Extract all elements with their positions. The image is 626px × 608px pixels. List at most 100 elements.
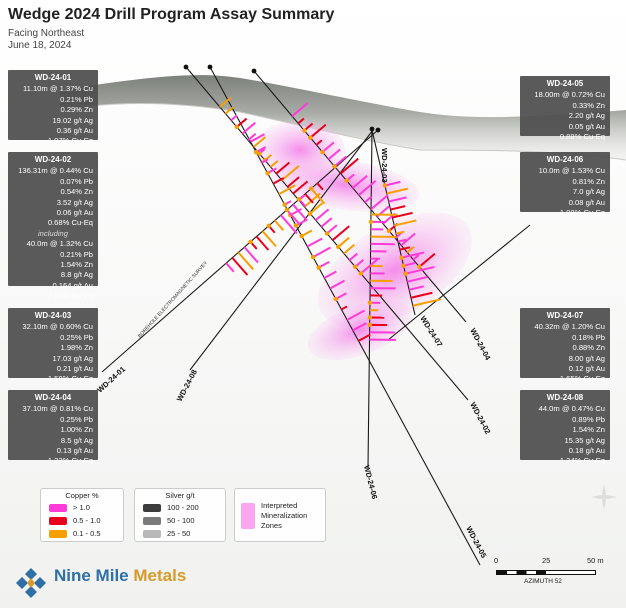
legend-item: > 1.0 [49, 503, 90, 513]
assay-bar [352, 322, 367, 332]
scale-bar-graphic [496, 570, 596, 575]
assay-sample-dot [299, 233, 304, 239]
assay-line: 0.29% Zn [60, 105, 93, 115]
assay-line: 18.00m @ 0.72% Cu [534, 90, 605, 100]
hole-id: WD-24-07 [546, 311, 584, 320]
assay-line: 8.8 g/t Ag [60, 270, 93, 280]
legend-label: 100 - 200 [167, 503, 199, 512]
logo-diamond [34, 577, 46, 589]
assay-bar [418, 252, 436, 268]
scale-tick-label: 50 m [587, 556, 604, 565]
assay-line: 0.08 g/t Au [568, 197, 605, 207]
assay-bar [231, 257, 249, 276]
zone-lower [318, 212, 472, 328]
assay-line: 0.13 g/t Au [56, 446, 93, 456]
assay-line: 0.54% Zn [60, 187, 93, 197]
assay-sample-dot [234, 124, 239, 130]
assay-line: 44.0m @ 0.47% Cu [538, 404, 605, 414]
trace-wd-24-07 [371, 129, 416, 316]
assay-line: 10.0m @ 1.53% Cu [538, 166, 605, 176]
assay-line: 7.0 g/t Ag [572, 187, 605, 197]
assay-line: 0.07% Pb [60, 176, 93, 186]
assay-sample-dot [293, 223, 299, 228]
assay-bar [321, 141, 335, 153]
assay-sample-dot [320, 149, 325, 155]
legend-item: 100 - 200 [143, 503, 199, 513]
assay-sample-dot [403, 271, 408, 276]
assay-line: 1.54% Zn [572, 425, 605, 435]
trace-wd-24-08-tail [387, 224, 531, 341]
trace-wd-24-05 [209, 66, 481, 566]
assay-bar [224, 106, 234, 115]
logo-diamond [25, 568, 37, 580]
assay-bar [331, 225, 350, 241]
legend-swatch [143, 504, 161, 513]
page-title: Wedge 2024 Drill Program Assay Summary [8, 6, 335, 23]
azimuth-label: AZIMUTH 52 [524, 578, 562, 585]
assay-box-wd-24-02: WD-24-02 136.31m @ 0.44% Cu 0.07% Pb 0.5… [8, 152, 98, 300]
assay-bar [352, 174, 368, 189]
assay-bar [360, 258, 379, 275]
assay-line: 0.12 g/t Au [568, 364, 605, 374]
assay-bar [315, 139, 323, 146]
assay-bar [329, 279, 345, 290]
assay-line: 19.02 g/t Ag [52, 115, 93, 125]
assay-bar [348, 252, 358, 261]
hole-id: WD-24-04 [34, 393, 72, 402]
assay-line: 8.5 g/t Ag [60, 435, 93, 445]
assay-box-wd-24-04: WD-24-04 37.10m @ 0.81% Cu 0.25% Pb 1.00… [8, 390, 98, 465]
assay-line: 0.25% Pb [60, 414, 93, 424]
assay-bar [337, 236, 350, 248]
legend-label: 0.1 - 0.5 [73, 529, 101, 538]
assay-bars [219, 96, 442, 342]
trace-wd-24-04 [253, 70, 467, 323]
legend-label: > 1.0 [73, 503, 90, 512]
assay-sample-dot [358, 271, 364, 276]
assay-bar [286, 176, 300, 188]
assay-bar [399, 246, 411, 251]
legend-swatch [143, 517, 161, 526]
assay-sample-dot [316, 265, 321, 270]
report-date: June 18, 2024 [8, 40, 72, 51]
assay-bar [281, 165, 300, 181]
assay-sample-dot [399, 255, 404, 260]
assay-bar [395, 230, 405, 235]
assay-line: 0.18% Pb [572, 332, 605, 342]
assay-line: 0.05 g/t Au [568, 121, 605, 131]
assay-box-wd-24-03: WD-24-03 32.10m @ 0.60% Cu 0.25% Pb 1.98… [8, 308, 98, 383]
collar [207, 64, 213, 70]
assay-bar [400, 232, 416, 247]
assay-bar [292, 203, 308, 222]
assay-bar [401, 251, 425, 259]
assay-bar [346, 309, 366, 321]
brand-name-b: Metals [133, 566, 187, 585]
assay-bar [312, 246, 331, 258]
assay-bar [412, 298, 442, 307]
collar-dots [183, 64, 381, 133]
assay-line: 0.89% Pb [572, 414, 605, 424]
assay-sample-dot [296, 197, 302, 202]
assay-sample-dot [333, 296, 338, 302]
assay-line: 0.21% Pb [60, 249, 93, 259]
assay-bar [406, 245, 415, 254]
assay-bar [370, 194, 389, 211]
assay-bar [320, 217, 333, 228]
collar [369, 126, 375, 132]
assay-bar [250, 133, 265, 143]
assay-bar [241, 121, 256, 135]
assay-bar [407, 276, 428, 283]
assay-box-wd-24-07: WD-24-07 40.32m @ 1.20% Cu 0.18% Pb 0.88… [520, 308, 610, 383]
legend-swatch [49, 530, 67, 539]
assay-line: 0.164 g/t Au [52, 280, 93, 290]
assay-bar [278, 184, 296, 196]
assay-bar [358, 180, 377, 196]
legend-item: 0.5 - 1.0 [49, 516, 101, 526]
assay-bar [340, 305, 348, 311]
compass-dot [601, 494, 607, 500]
brand-name-a: Nine Mile [54, 566, 129, 585]
assay-line: 0.81% Zn [572, 176, 605, 186]
assay-line: 0.68% Cu-Eq [47, 218, 93, 228]
assay-bar [388, 196, 407, 203]
assay-line: 1.97% Cu-Eq [47, 136, 93, 146]
assay-bar [219, 96, 232, 108]
